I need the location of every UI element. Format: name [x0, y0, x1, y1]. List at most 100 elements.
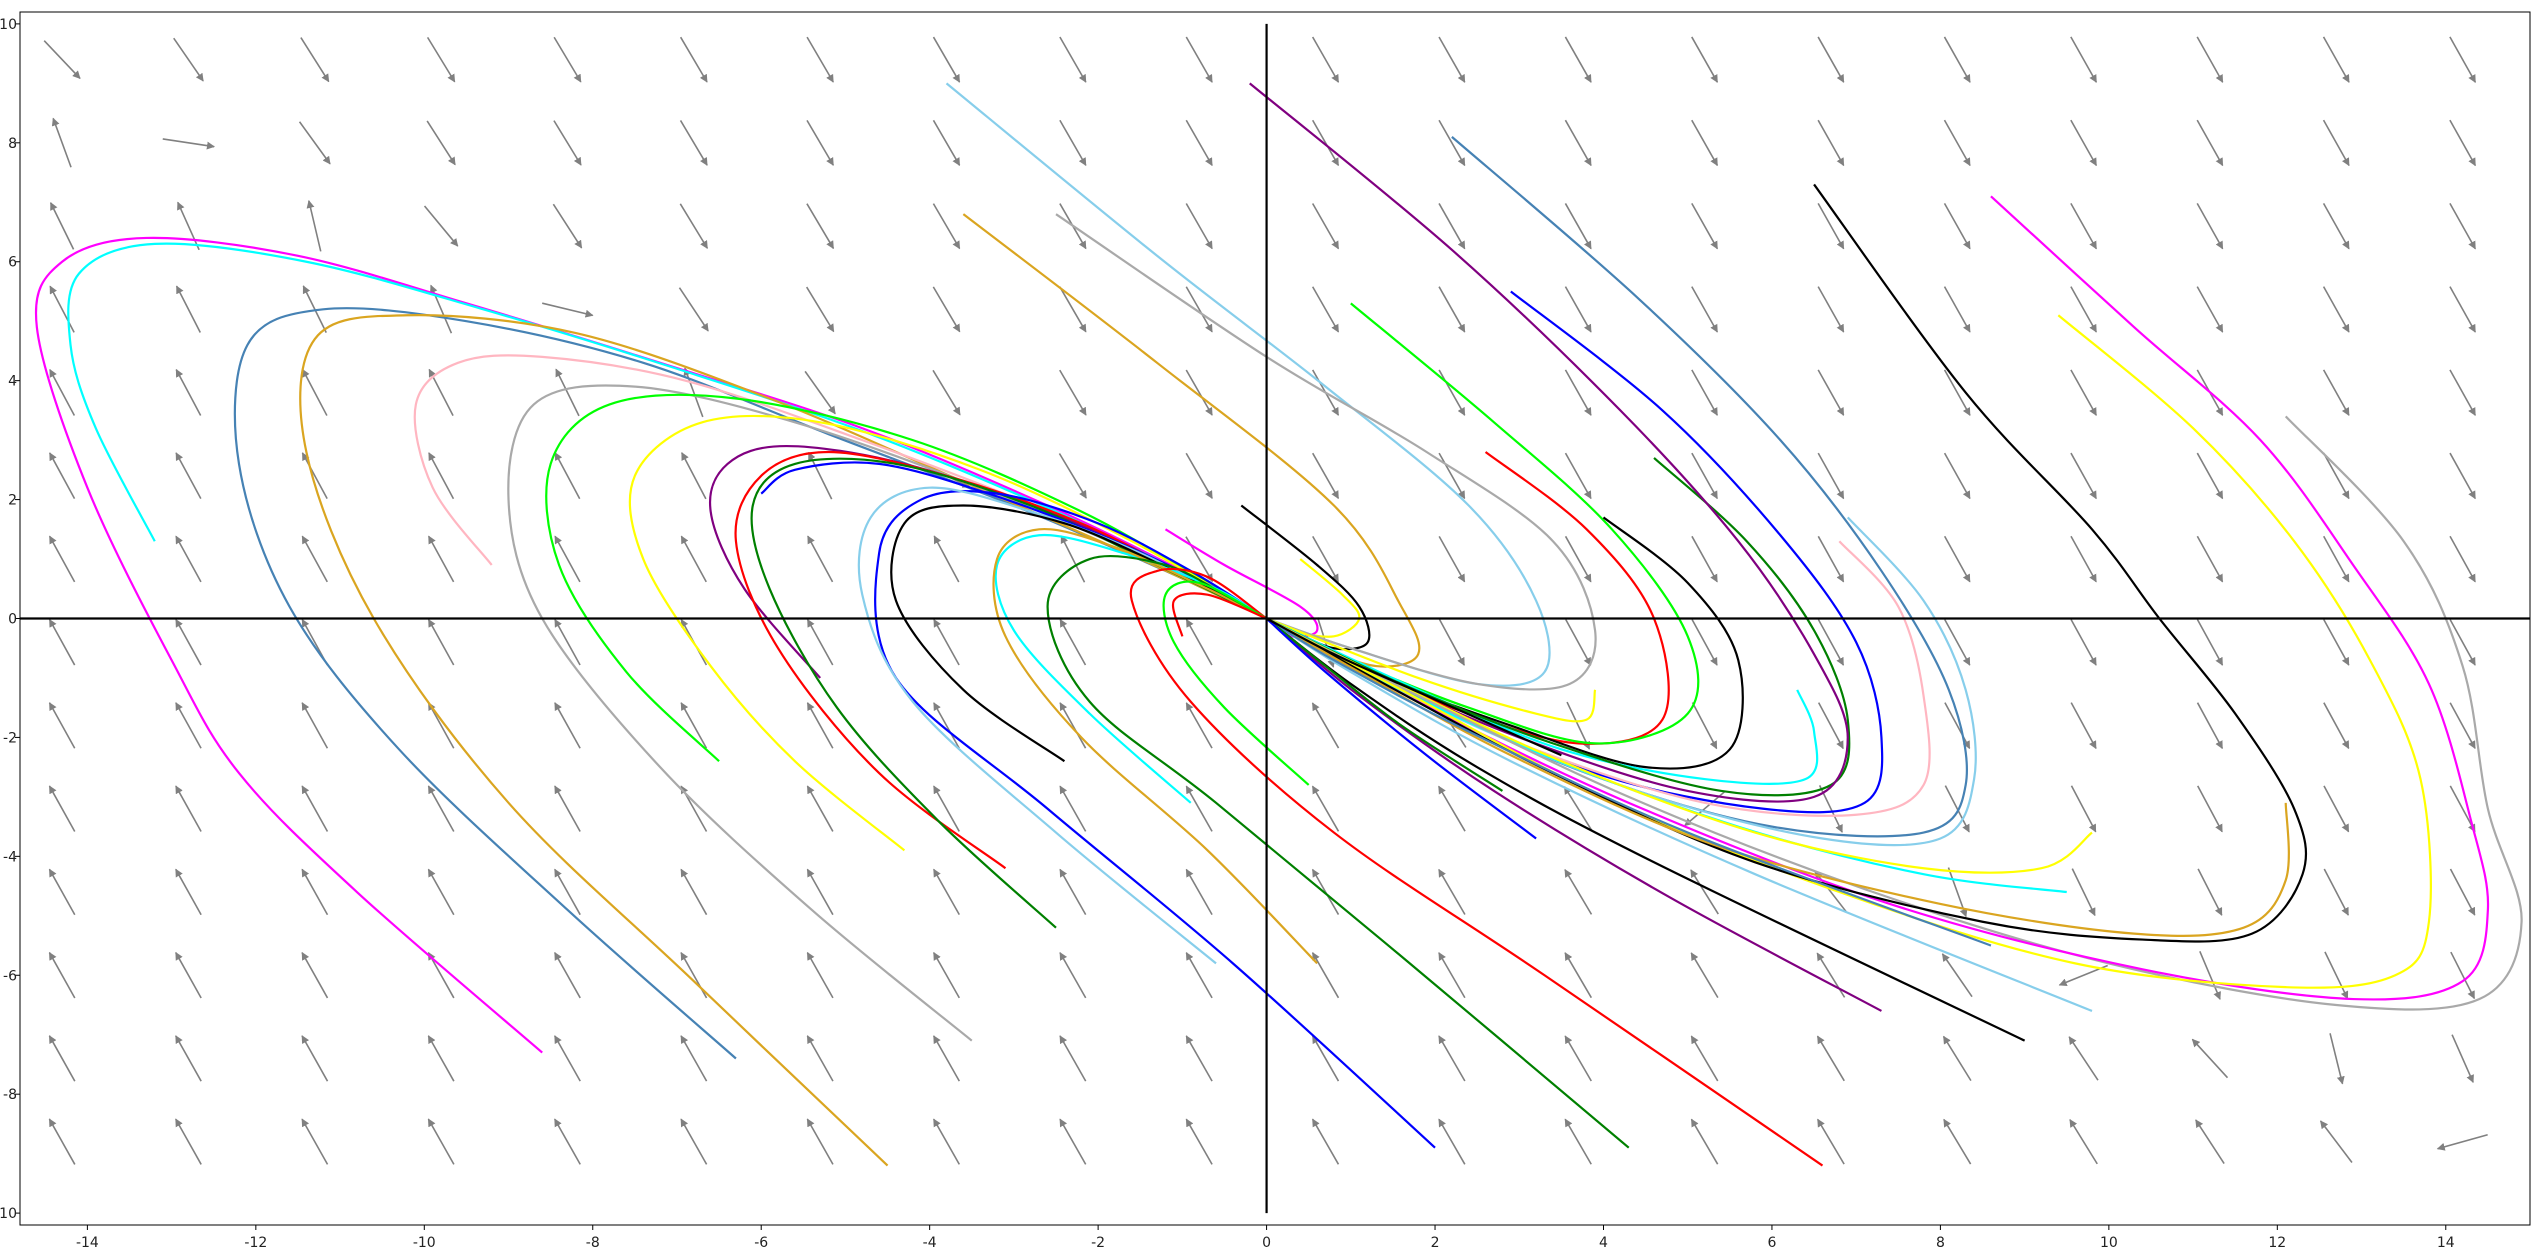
field-arrow: [1059, 286, 1087, 333]
field-arrow: [301, 951, 329, 999]
field-arrow: [1814, 870, 1848, 914]
field-arrow: [2449, 119, 2477, 167]
trajectory-49: [1266, 617, 1992, 947]
field-arrow: [2195, 1119, 2225, 1164]
field-arrow: [2069, 1118, 2098, 1165]
y-tick-label: 0: [8, 612, 17, 628]
tick-labels: -14 -12 -10 -8 -6 -4 -2 0 2 4 6 8 10 12 14 -10 -8 -6 -4 -2 0…: [0, 17, 2455, 1251]
field-arrow: [301, 785, 329, 832]
field-arrow: [426, 36, 456, 83]
field-arrow: [680, 868, 708, 916]
field-arrow: [2197, 785, 2223, 833]
field-arrow: [1944, 619, 1971, 666]
field-arrow: [2323, 868, 2350, 916]
field-arrow: [1943, 452, 1971, 500]
field-arrow: [933, 951, 961, 999]
x-tick-label: -2: [1091, 1235, 1105, 1251]
field-arrow: [1311, 952, 1340, 999]
field-arrow: [2323, 619, 2350, 666]
field-arrow: [2070, 452, 2097, 500]
field-arrow: [1816, 1118, 1845, 1165]
field-arrow: [427, 868, 455, 916]
field-arrow: [1691, 36, 1719, 83]
vector-field: [43, 36, 2488, 1165]
field-arrow: [1438, 785, 1466, 832]
field-arrow: [175, 1035, 202, 1082]
field-arrow: [1185, 868, 1213, 916]
field-arrow: [1185, 785, 1213, 832]
trajectory-46: [1265, 617, 2026, 1042]
field-arrow: [1311, 785, 1340, 832]
field-arrow: [2196, 286, 2224, 333]
x-tick-label: 4: [1599, 1235, 1608, 1251]
field-arrow: [2196, 452, 2224, 500]
trajectory-42: [1266, 195, 2490, 1001]
field-arrow: [1563, 786, 1593, 832]
field-arrow: [679, 203, 709, 249]
field-arrow: [175, 285, 202, 333]
field-arrow: [1185, 951, 1213, 999]
field-arrow: [932, 203, 961, 250]
field-arrow: [1059, 951, 1087, 999]
field-arrow: [933, 1035, 961, 1082]
trajectory-3: [233, 307, 1268, 1060]
x-tick-label: -10: [413, 1235, 436, 1251]
field-arrow: [2197, 868, 2223, 916]
field-arrow: [1690, 952, 1719, 999]
field-arrow: [1817, 203, 1845, 250]
field-arrow: [2449, 535, 2476, 583]
field-arrow: [1691, 119, 1719, 167]
field-arrow: [48, 618, 76, 666]
field-arrow: [554, 951, 581, 999]
field-arrow: [2070, 119, 2098, 167]
field-arrow: [806, 119, 835, 166]
field-arrow: [2191, 1038, 2229, 1079]
field-arrow: [1438, 535, 1466, 583]
field-arrow: [806, 1035, 834, 1082]
field-arrow: [2323, 785, 2350, 833]
field-arrow: [300, 37, 330, 83]
field-arrow: [427, 785, 455, 832]
field-arrow: [49, 368, 76, 416]
field-arrow: [932, 1118, 961, 1165]
field-arrow: [1312, 536, 1340, 583]
field-arrow: [1817, 369, 1845, 416]
field-arrow: [933, 618, 960, 666]
field-arrow: [428, 452, 455, 500]
field-arrow: [1438, 868, 1466, 915]
field-arrow: [1185, 452, 1213, 500]
field-arrow: [1185, 36, 1213, 83]
x-tick-label: 2: [1431, 1235, 1440, 1251]
field-arrow: [48, 535, 76, 583]
field-arrow: [1564, 452, 1592, 500]
field-arrow: [426, 120, 456, 166]
field-arrow: [554, 702, 581, 749]
field-arrow: [933, 785, 960, 832]
field-arrow: [1438, 452, 1466, 500]
field-arrow: [1311, 1118, 1340, 1165]
field-arrow: [806, 1118, 834, 1165]
field-arrow: [175, 1118, 202, 1165]
field-arrow: [2323, 702, 2350, 750]
field-arrow: [1691, 369, 1718, 416]
field-arrow: [2070, 619, 2097, 666]
field-arrow: [2196, 702, 2224, 750]
field-arrow: [553, 36, 582, 83]
trajectory-50: [1265, 617, 1504, 792]
field-arrow: [175, 535, 202, 583]
field-arrow: [1690, 1035, 1719, 1082]
field-arrow: [2196, 202, 2224, 250]
field-arrow: [1943, 203, 1971, 250]
trajectory-51: [1265, 617, 1537, 840]
field-arrow: [1564, 119, 1592, 167]
field-arrow: [2451, 1034, 2474, 1084]
field-arrow: [43, 40, 81, 79]
field-arrow: [1690, 869, 1719, 915]
field-arrow: [1943, 535, 1971, 583]
field-arrow: [1564, 868, 1593, 915]
field-arrow: [51, 117, 72, 168]
trajectory-2: [67, 242, 1268, 620]
field-arrow: [2322, 36, 2350, 83]
field-arrow: [1438, 286, 1466, 333]
field-arrow: [1059, 618, 1087, 666]
